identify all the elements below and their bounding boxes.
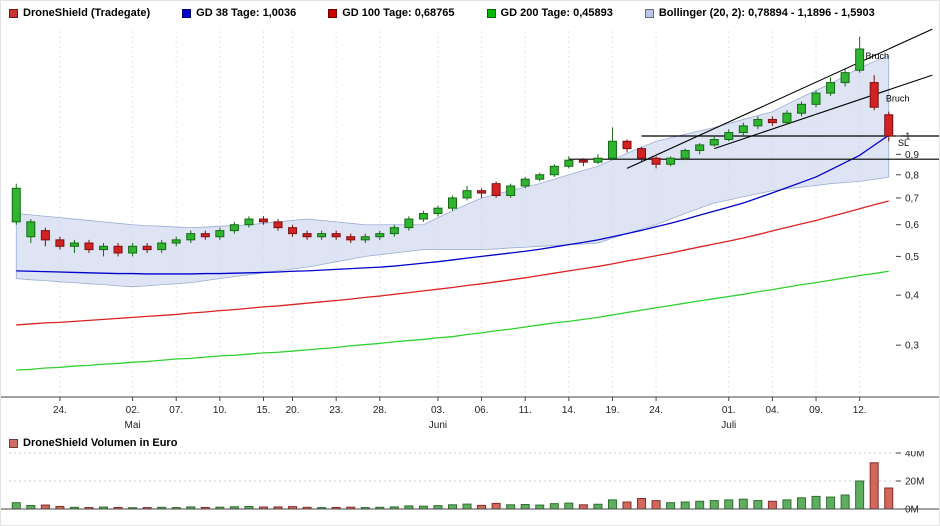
svg-text:0M: 0M	[905, 505, 919, 516]
volume-chart[interactable]: 40M 20M 0M	[1, 451, 940, 526]
legend-label: DroneShield Volumen in Euro	[23, 437, 178, 449]
legend-label: GD 200 Tage: 0,45893	[500, 7, 613, 19]
svg-text:Juni: Juni	[429, 420, 447, 431]
svg-text:24.: 24.	[53, 405, 67, 416]
legend-item-droneshield: DroneShield (Tradegate)	[9, 7, 150, 19]
legend-item-volume: DroneShield Volumen in Euro	[9, 437, 177, 449]
svg-text:0,6: 0,6	[905, 220, 919, 231]
price-chart-legend: DroneShield (Tradegate) GD 38 Tage: 1,00…	[1, 1, 939, 25]
svg-text:20M: 20M	[905, 477, 924, 488]
svg-text:0,8: 0,8	[905, 170, 919, 181]
svg-text:0,3: 0,3	[905, 341, 919, 352]
svg-text:11.: 11.	[519, 405, 532, 416]
legend-label: Bollinger (20, 2): 0,78894 - 1,1896 - 1,…	[658, 7, 875, 19]
legend-item-gd200: GD 200 Tage: 0,45893	[486, 7, 613, 19]
svg-text:23.: 23.	[329, 405, 343, 416]
svg-text:28.: 28.	[373, 405, 387, 416]
svg-text:09.: 09.	[809, 405, 823, 416]
svg-text:0,4: 0,4	[905, 291, 919, 302]
svg-text:0,5: 0,5	[905, 252, 919, 263]
svg-text:06.: 06.	[475, 405, 489, 416]
svg-text:14.: 14.	[562, 405, 576, 416]
svg-text:SL: SL	[898, 138, 909, 148]
price-chart[interactable]: 24. 02. 07. 10. 15. 20. 23. 28. 03. 06. 11. 14. 19. 2…	[1, 25, 940, 435]
gd38-swatch-icon	[182, 8, 192, 18]
legend-item-gd100: GD 100 Tage: 0,68765	[328, 7, 455, 19]
svg-text:07.: 07.	[169, 405, 183, 416]
legend-item-bollinger: Bollinger (20, 2): 0,78894 - 1,1896 - 1,…	[644, 7, 875, 19]
svg-text:04.: 04.	[765, 405, 779, 416]
gd200-swatch-icon	[486, 8, 496, 18]
svg-text:15.: 15.	[257, 405, 271, 416]
legend-item-gd38: GD 38 Tage: 1,0036	[182, 7, 296, 19]
instrument-swatch-icon	[9, 8, 18, 18]
bollinger-swatch-icon	[644, 8, 654, 18]
svg-text:02.: 02.	[126, 405, 140, 416]
svg-text:Juli: Juli	[721, 420, 736, 431]
svg-text:1: 1	[905, 132, 911, 143]
svg-text:Bruch: Bruch	[886, 93, 910, 103]
svg-text:19.: 19.	[605, 405, 619, 416]
svg-text:40M: 40M	[905, 451, 924, 460]
svg-text:0,7: 0,7	[905, 193, 919, 204]
svg-text:12.: 12.	[853, 405, 867, 416]
svg-text:10.: 10.	[213, 405, 227, 416]
volume-chart-legend: DroneShield Volumen in Euro	[1, 435, 939, 451]
legend-label: DroneShield (Tradegate)	[23, 7, 151, 19]
svg-text:01.: 01.	[722, 405, 736, 416]
svg-text:Mai: Mai	[125, 420, 141, 431]
svg-text:Bruch: Bruch	[865, 51, 889, 61]
volume-swatch-icon	[9, 438, 18, 448]
svg-text:0,9: 0,9	[905, 150, 919, 161]
gd100-swatch-icon	[328, 8, 338, 18]
legend-label: GD 100 Tage: 0,68765	[342, 7, 455, 19]
svg-text:20.: 20.	[286, 405, 300, 416]
svg-text:03.: 03.	[431, 405, 445, 416]
legend-label: GD 38 Tage: 1,0036	[196, 7, 297, 19]
svg-text:24.: 24.	[649, 405, 663, 416]
